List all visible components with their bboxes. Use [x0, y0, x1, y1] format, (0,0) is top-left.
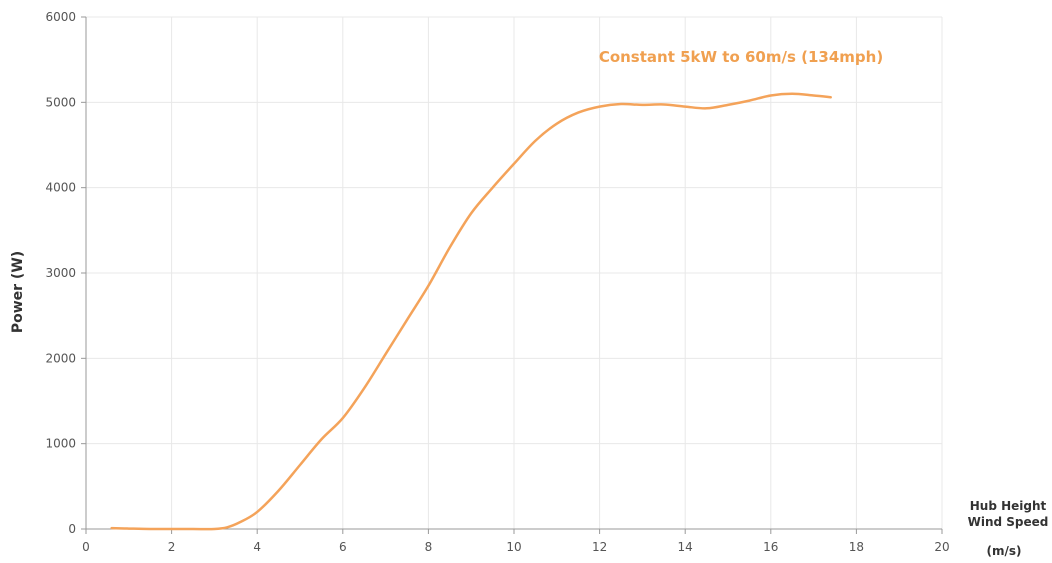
x-axis-ticks: 0 2 4 6 8 10 12 14 16 18 20 — [82, 529, 950, 554]
x-tick-label: 8 — [425, 540, 433, 554]
x-tick-label: 12 — [592, 540, 607, 554]
y-tick-label: 3000 — [45, 266, 76, 280]
x-tick-label: 18 — [849, 540, 864, 554]
x-tick-label: 10 — [506, 540, 521, 554]
y-tick-label: 0 — [68, 522, 76, 536]
y-axis-label: Power (W) — [10, 251, 26, 333]
x-axis-label-line2: Wind Speed — [968, 515, 1049, 529]
y-tick-label: 1000 — [45, 437, 76, 451]
data-points — [110, 93, 831, 531]
power-curve-line — [110, 92, 832, 531]
y-tick-label: 6000 — [45, 10, 76, 24]
x-tick-label: 0 — [82, 540, 90, 554]
annotation-label: Constant 5kW to 60m/s (134mph) — [599, 48, 883, 66]
x-tick-label: 6 — [339, 540, 347, 554]
x-tick-label: 4 — [253, 540, 261, 554]
y-tick-label: 2000 — [45, 351, 76, 365]
x-tick-label: 16 — [763, 540, 778, 554]
y-axis-ticks: 0 1000 2000 3000 4000 5000 6000 — [45, 10, 86, 536]
y-tick-label: 4000 — [45, 181, 76, 195]
x-tick-label: 14 — [678, 540, 693, 554]
y-tick-label: 5000 — [45, 95, 76, 109]
x-axis-unit: (m/s) — [987, 544, 1022, 558]
grid — [86, 16, 943, 529]
x-axis-label-line1: Hub Height — [970, 499, 1047, 513]
x-tick-label: 20 — [934, 540, 949, 554]
x-tick-label: 2 — [168, 540, 176, 554]
